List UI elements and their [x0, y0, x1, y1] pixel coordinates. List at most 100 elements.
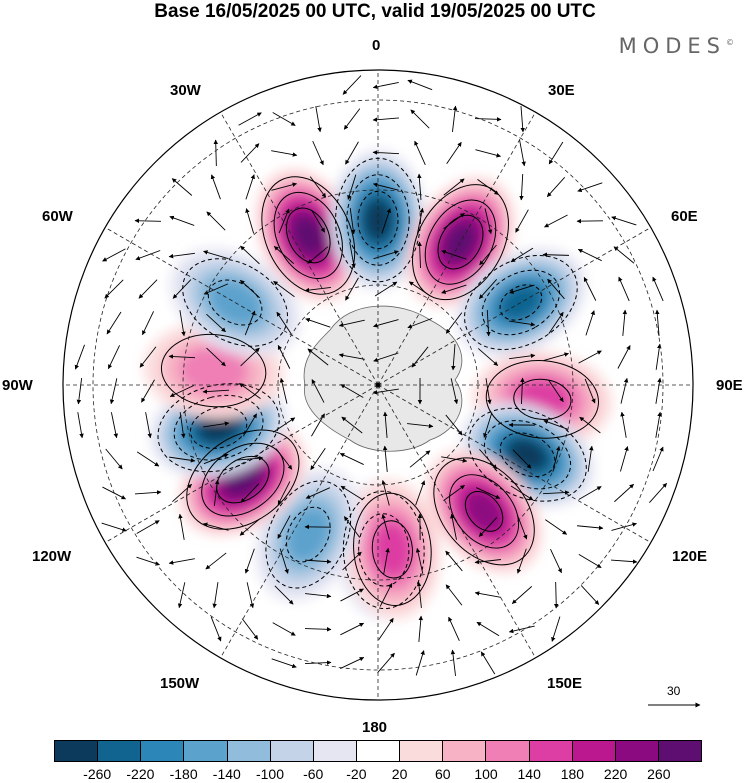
wind-arrow	[136, 520, 160, 534]
wind-arrow	[418, 615, 424, 642]
wind-arrow	[546, 177, 566, 197]
wind-arrow	[305, 317, 331, 328]
wind-arrow	[273, 280, 295, 298]
wind-arrow	[577, 248, 602, 262]
wind-arrow	[304, 660, 332, 665]
anomaly-fill	[372, 520, 413, 578]
wind-arrow	[135, 490, 162, 495]
anomaly-fill	[292, 215, 324, 255]
wind-arrow	[579, 416, 601, 434]
wind-arrow	[383, 411, 388, 438]
wind-arrow	[443, 178, 465, 196]
anomaly-fill	[198, 412, 239, 443]
wind-arrow	[312, 140, 324, 166]
colorbar-segment	[270, 741, 314, 761]
anomaly-contour	[353, 492, 432, 606]
wind-arrow	[415, 650, 425, 676]
wind-arrow	[450, 513, 457, 540]
wind-arrow	[245, 174, 255, 200]
pole-marker	[375, 382, 381, 388]
wind-arrow	[415, 480, 426, 506]
colorbar-segment	[55, 741, 99, 761]
wind-arrow	[550, 549, 562, 574]
wind-arrow	[74, 344, 85, 370]
wind-arrow	[110, 412, 119, 439]
wind-arrow	[584, 378, 596, 404]
anomaly-contour	[189, 406, 248, 449]
wind-arrow	[377, 652, 395, 674]
wind-arrow	[169, 456, 196, 463]
wind-arrow	[655, 343, 662, 370]
lon-label-60w: 60W	[42, 208, 73, 225]
wind-arrow	[168, 354, 196, 359]
brand-logo: MODES©	[618, 34, 734, 58]
colorbar-tick-label: -20	[346, 766, 367, 782]
wind-arrow	[240, 143, 260, 163]
wind-arrow	[585, 310, 595, 336]
anomaly-contour	[412, 184, 509, 301]
wind-arrow	[107, 345, 121, 370]
wind-arrow	[343, 108, 361, 130]
wind-arrow	[544, 214, 568, 228]
wind-arrow	[407, 79, 433, 91]
wind-arrow	[279, 377, 288, 404]
wind-arrow	[240, 347, 260, 367]
colorbar-segment	[486, 741, 530, 761]
wind-arrow	[374, 281, 398, 297]
colorbar-tick-label: 20	[391, 766, 408, 782]
anomaly-fill	[508, 439, 548, 471]
wind-arrow	[241, 618, 259, 640]
wind-arrow	[240, 483, 260, 503]
colorbar-tick-label: -140	[212, 766, 241, 782]
wind-arrow	[382, 445, 388, 472]
wind-arrow	[311, 379, 325, 403]
anomaly-contour	[468, 407, 587, 502]
wind-arrow	[171, 178, 193, 196]
wind-arrow	[441, 456, 468, 463]
wind-arrow	[542, 490, 570, 495]
wind-arrow	[102, 248, 126, 262]
colorbar-tick-label: 140	[517, 766, 541, 782]
wind-arrow	[407, 317, 433, 329]
wind-arrow	[578, 350, 602, 364]
wind-arrow	[105, 448, 123, 470]
colorbar-tick-label: 100	[474, 766, 498, 782]
anomaly-contour	[201, 442, 285, 517]
wind-arrow	[178, 513, 185, 540]
wind-arrow	[274, 585, 294, 605]
lon-label-90w: 90W	[2, 377, 33, 394]
wind-arrow	[519, 173, 524, 201]
meridian-line	[220, 112, 379, 386]
wind-arrow	[545, 519, 568, 535]
wind-arrow	[580, 585, 600, 605]
wind-arrow	[271, 182, 298, 191]
anomaly-contour	[513, 378, 572, 420]
colorbar-segment	[572, 741, 616, 761]
wind-arrow	[271, 658, 297, 669]
lon-label-90e: 90E	[716, 377, 743, 394]
wind-arrow	[512, 449, 532, 469]
colorbar-tick-label: 180	[560, 766, 585, 782]
wind-arrow	[338, 353, 365, 360]
wind-arrow	[548, 141, 564, 165]
wind-arrow	[277, 515, 291, 539]
wind-vectors	[74, 75, 667, 676]
wind-arrow	[276, 311, 292, 335]
wind-arrow	[206, 347, 226, 367]
wind-arrow	[614, 483, 634, 503]
wind-arrow	[509, 320, 536, 327]
wind-arrow	[77, 412, 84, 439]
wind-arrow	[508, 625, 535, 634]
wind-arrow	[141, 311, 155, 336]
wind-arrow	[136, 451, 160, 467]
wind-arrow	[372, 182, 399, 191]
wind-arrow	[309, 176, 327, 198]
wind-arrow	[277, 344, 291, 369]
wind-arrow	[452, 105, 458, 132]
wind-arrow	[441, 250, 467, 260]
wind-arrow	[577, 182, 603, 193]
wind-arrow	[480, 651, 496, 675]
wind-arrow	[272, 417, 296, 433]
wind-arrow	[611, 216, 637, 226]
wind-arrow	[372, 81, 399, 89]
